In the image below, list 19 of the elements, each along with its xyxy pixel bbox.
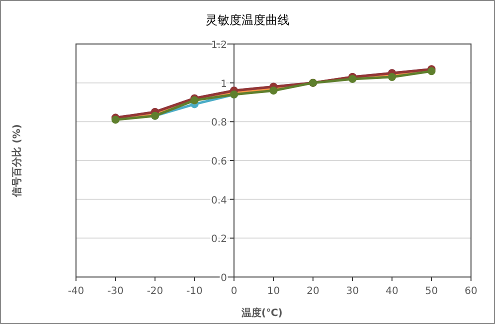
- x-tick-label: -10: [186, 286, 203, 297]
- y-tick-label: 0.6: [211, 156, 227, 168]
- y-tick-label: 1: [220, 78, 227, 90]
- x-tick-label: -30: [107, 286, 124, 297]
- x-axis-title: 温度(℃): [240, 307, 283, 319]
- x-tick-label: 30: [346, 286, 359, 297]
- x-tick-label: 20: [306, 286, 320, 297]
- x-tick-label: 10: [267, 286, 280, 297]
- y-tick-label: 0.2: [211, 234, 227, 246]
- y-tick-label: 0.4: [211, 195, 227, 206]
- x-tick-label: 40: [386, 286, 398, 297]
- x-tick-label: -40: [68, 286, 84, 297]
- x-tick-label: 0: [230, 286, 238, 297]
- x-tick-label: 50: [425, 286, 438, 297]
- y-axis-title: 信号百分比 (%): [11, 124, 23, 198]
- chart-title: 灵敏度温度曲线: [206, 13, 290, 27]
- y-tick-label: 0.8: [211, 118, 227, 129]
- x-tick-label: 60: [464, 286, 478, 297]
- x-tick-label: -20: [146, 286, 164, 297]
